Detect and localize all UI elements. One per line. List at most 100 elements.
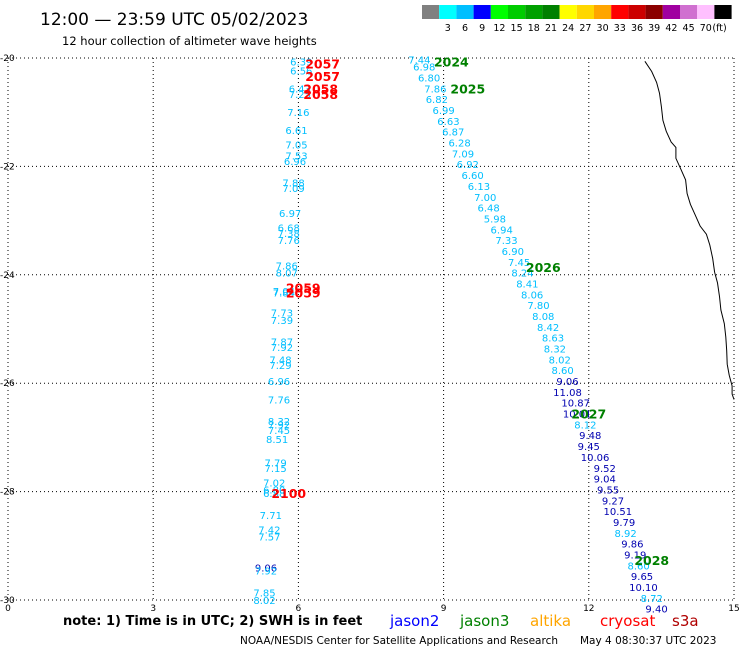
legend-swatch <box>611 5 629 19</box>
wave-height-label: 8.06 <box>521 290 543 301</box>
wave-height-label: 9.79 <box>613 518 635 529</box>
legend-label: 6 <box>462 23 468 34</box>
legend-unit: (ft) <box>712 23 726 34</box>
legend-label: 70 <box>700 23 712 34</box>
wave-height-label: 6.13 <box>468 182 490 193</box>
legend-swatch <box>490 5 508 19</box>
footer-credit: NOAA/NESDIS Center for Satellite Applica… <box>240 635 558 647</box>
satellite-cryosat: cryosat <box>600 612 655 630</box>
legend-label: 21 <box>545 23 557 34</box>
wave-height-label: 7.38 <box>278 229 300 240</box>
legend-swatch <box>439 5 457 19</box>
pass-time-label: 2059 <box>286 286 321 301</box>
wave-height-label: 7.76 <box>268 395 290 406</box>
legend-label: 42 <box>665 23 677 34</box>
wave-height-label: 7.45 <box>268 426 290 437</box>
wave-height-label: 6.96 <box>268 377 290 388</box>
wave-height-label: 7.15 <box>265 464 287 475</box>
wave-height-label: 7.25 <box>289 90 311 101</box>
wave-height-label: 7.00 <box>474 193 496 204</box>
pass-time-label: 2058 <box>303 87 338 102</box>
wave-height-label: 7.79 <box>265 458 287 469</box>
wave-height-label: 7.88 <box>282 179 304 190</box>
satellite-jason3: jason3 <box>459 612 509 630</box>
wave-height-label: 7.09 <box>282 184 304 195</box>
legend-swatch <box>456 5 474 19</box>
legend-label: 3 <box>445 23 451 34</box>
footer-timestamp: May 4 08:30:37 UTC 2023 <box>580 635 716 647</box>
pass-time-label: 2028 <box>634 553 669 568</box>
pass-time-label: 2025 <box>450 81 485 96</box>
wave-height-label: 7.09 <box>452 149 474 160</box>
wave-height-label: 8.92 <box>614 529 636 540</box>
y-tick-label: -28 <box>0 488 15 498</box>
legend-swatch <box>559 5 577 19</box>
wave-height-label: 10.01 <box>563 410 592 421</box>
wave-height-label: 7.87 <box>271 337 293 348</box>
wave-height-label: 7.45 <box>508 258 530 269</box>
wave-height-label: 6.80 <box>418 74 440 85</box>
wave-height-label: 6.92 <box>457 160 479 171</box>
legend-label: 12 <box>493 23 505 34</box>
legend-label: 15 <box>511 23 523 34</box>
legend-swatch <box>680 5 698 19</box>
wave-height-label: 6.56 <box>290 66 312 77</box>
wave-height-label: 8.07 <box>276 269 298 280</box>
wave-height-label: 6.60 <box>462 171 484 182</box>
wave-height-label: 6.28 <box>448 139 470 150</box>
legend-label: 9 <box>479 23 485 34</box>
wave-height-label: 8.12 <box>574 420 596 431</box>
wave-height-label: 9.19 <box>624 550 646 561</box>
legend-swatch <box>714 5 732 19</box>
wave-height-label: 9.65 <box>631 572 653 583</box>
wave-height-label: 10.06 <box>581 453 610 464</box>
y-tick-label: -26 <box>0 379 15 389</box>
grid-lines <box>7 57 735 601</box>
x-tick-label: 12 <box>583 604 594 614</box>
wave-height-label: 7.85 <box>253 588 275 599</box>
wave-height-label: 6.61 <box>285 126 307 137</box>
wave-height-label: 6.43 <box>289 84 311 95</box>
legend-swatch <box>697 5 715 19</box>
legend-label: 36 <box>631 23 643 34</box>
satellite-legend: jason2 jason3 altika cryosat s3a <box>389 612 699 630</box>
legend-swatch <box>645 5 663 19</box>
pass-time-label: 2100 <box>271 486 306 501</box>
wave-height-label: 7.92 <box>271 343 293 354</box>
pass-time-label: 2058 <box>303 81 338 96</box>
wave-height-label: 7.42 <box>258 526 280 537</box>
wave-height-label: 6.94 <box>491 225 513 236</box>
legend-swatch <box>525 5 543 19</box>
y-tick-label: -22 <box>0 162 15 172</box>
map-title: 12:00 — 23:59 UTC 05/02/2023 <box>40 10 308 30</box>
wave-height-label: 6.87 <box>442 128 464 139</box>
wave-height-label: 5.98 <box>484 214 506 225</box>
y-tick-label: -20 <box>0 54 15 64</box>
wave-height-label: 9.86 <box>621 540 643 551</box>
wave-height-label: 6.96 <box>284 157 306 168</box>
pass-labels: 2024202520262027202820572057205820582059… <box>271 54 669 568</box>
wave-height-label: 9.06 <box>255 563 277 574</box>
wave-height-label: 7.29 <box>269 361 291 372</box>
wave-height-label: 7.02 <box>263 478 285 489</box>
wave-height-label: 8.60 <box>628 561 650 572</box>
pass-time-label: 2057 <box>305 69 340 84</box>
wave-height-label: 7.48 <box>269 355 291 366</box>
map-subtitle: 12 hour collection of altimeter wave hei… <box>62 34 317 48</box>
wave-height-label: 6.68 <box>278 224 300 235</box>
wave-height-label: 11.08 <box>553 388 582 399</box>
x-tick-label: 15 <box>728 604 739 614</box>
wave-height-label: 6.80 <box>263 485 285 496</box>
wave-height-label: 9.40 <box>645 605 667 616</box>
wave-height-label: 8.42 <box>537 323 559 334</box>
satellite-jason2: jason2 <box>389 612 439 630</box>
legend-label: 30 <box>597 23 609 34</box>
wave-height-label: 9.27 <box>602 496 624 507</box>
color-legend: 3 6 9 12 15 18 21 24 27 30 33 36 39 42 45 70 (ft) <box>422 5 732 34</box>
x-tick-label: 0 <box>5 604 11 614</box>
wave-height-label: 6.48 <box>477 204 499 215</box>
wave-height-label: 8.63 <box>542 334 564 345</box>
legend-swatch <box>594 5 612 19</box>
wave-height-label: 7.44 <box>408 56 430 67</box>
